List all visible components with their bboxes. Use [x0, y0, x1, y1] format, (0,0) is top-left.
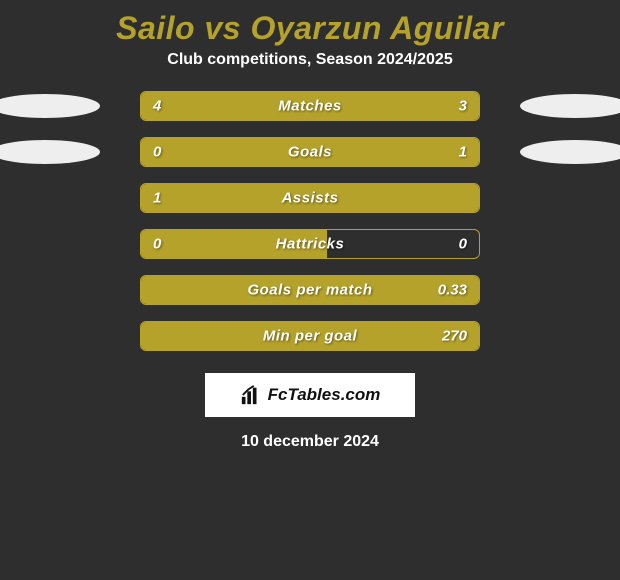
stat-label: Goals: [288, 144, 332, 161]
player-left-ellipse: [0, 94, 100, 118]
stat-label: Hattricks: [276, 236, 345, 253]
stat-bar: 270 Min per goal: [140, 321, 480, 351]
stat-label: Goals per match: [247, 282, 372, 299]
stat-left-value: 0: [153, 144, 161, 161]
comparison-widget: Sailo vs Oyarzun Aguilar Club competitio…: [0, 0, 620, 451]
stat-label: Assists: [282, 190, 339, 207]
page-title: Sailo vs Oyarzun Aguilar: [116, 10, 504, 47]
stat-row: 1 Assists: [0, 183, 620, 213]
stat-left-value: 1: [153, 190, 161, 207]
stat-bar: 1 Assists: [140, 183, 480, 213]
bar-fill-left: [141, 138, 209, 166]
stat-bar: 0 1 Goals: [140, 137, 480, 167]
stat-bar: 0.33 Goals per match: [140, 275, 480, 305]
branding-text: FcTables.com: [268, 385, 381, 405]
branding-badge[interactable]: FcTables.com: [205, 373, 415, 417]
bar-fill-right: [209, 138, 479, 166]
stat-left-value: 4: [153, 98, 161, 115]
stat-right-value: 0.33: [438, 282, 467, 299]
stat-row: 0 0 Hattricks: [0, 229, 620, 259]
player-right-ellipse: [520, 140, 620, 164]
stat-right-value: 0: [459, 236, 467, 253]
bar-fill-right: [334, 92, 479, 120]
stat-row: 270 Min per goal: [0, 321, 620, 351]
subtitle: Club competitions, Season 2024/2025: [167, 51, 452, 69]
bar-chart-icon: [240, 384, 262, 406]
player-left-ellipse: [0, 140, 100, 164]
player-right-ellipse: [520, 94, 620, 118]
stat-bar: 0 0 Hattricks: [140, 229, 480, 259]
stat-label: Matches: [278, 98, 342, 115]
stat-right-value: 270: [442, 328, 467, 345]
stat-left-value: 0: [153, 236, 161, 253]
stat-bar: 4 3 Matches: [140, 91, 480, 121]
stat-row: 4 3 Matches: [0, 91, 620, 121]
date-text: 10 december 2024: [241, 433, 379, 451]
stat-right-value: 3: [459, 98, 467, 115]
stat-rows: 4 3 Matches 0 1 Goals 1 Assists 0 0 Hattricks 0.33 G…: [0, 91, 620, 367]
stat-row: 0.33 Goals per match: [0, 275, 620, 305]
stat-label: Min per goal: [263, 328, 357, 345]
stat-right-value: 1: [459, 144, 467, 161]
stat-row: 0 1 Goals: [0, 137, 620, 167]
